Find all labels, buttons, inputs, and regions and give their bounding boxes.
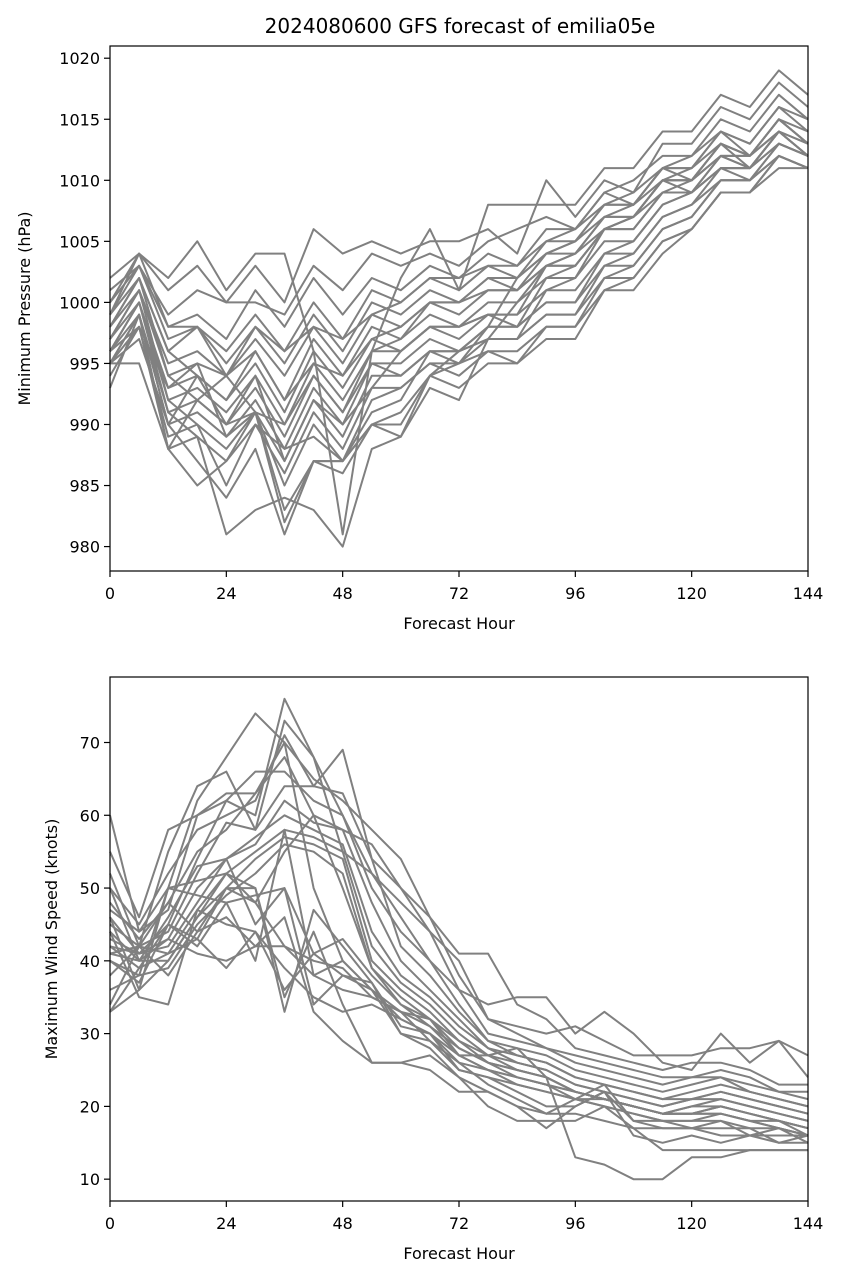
pressure-x-tick-label: 120 bbox=[676, 584, 707, 603]
wind-panel: 0 24 48 72 96 120 144 10 20 30 40 50 60 70 Forecast … bbox=[42, 676, 823, 1263]
wind-x-tick-label: 0 bbox=[105, 1214, 115, 1233]
pressure-x-axis-label: Forecast Hour bbox=[403, 614, 515, 633]
wind-series-line-17 bbox=[109, 930, 809, 1137]
wind-series-line-5 bbox=[109, 741, 808, 1093]
pressure-y-ticks: 980 985 990 995 1000 1005 1010 1015 1020 bbox=[59, 49, 110, 557]
pressure-x-tick-label: 96 bbox=[565, 584, 585, 603]
wind-y-tick-label: 10 bbox=[80, 1170, 100, 1189]
wind-series-lines bbox=[109, 697, 809, 1181]
pressure-y-tick-label: 1020 bbox=[59, 49, 100, 68]
wind-series-line-19 bbox=[109, 887, 809, 1144]
wind-series-line-1 bbox=[109, 712, 808, 1181]
wind-x-tick-label: 96 bbox=[565, 1214, 585, 1233]
pressure-y-axis-label: Minimum Pressure (hPa) bbox=[15, 212, 34, 406]
wind-series-line-8 bbox=[109, 785, 809, 1108]
wind-y-ticks: 10 20 30 40 50 60 70 bbox=[80, 734, 110, 1189]
pressure-y-tick-label: 995 bbox=[69, 354, 100, 373]
pressure-y-tick-label: 980 bbox=[69, 538, 100, 557]
wind-y-tick-label: 50 bbox=[80, 879, 100, 898]
wind-y-tick-label: 40 bbox=[80, 952, 100, 971]
pressure-series-lines bbox=[109, 69, 809, 548]
wind-x-tick-label: 24 bbox=[216, 1214, 236, 1233]
pressure-y-tick-label: 1000 bbox=[59, 293, 100, 312]
pressure-y-tick-label: 1015 bbox=[59, 110, 100, 129]
wind-x-axis-label: Forecast Hour bbox=[403, 1244, 515, 1263]
wind-y-tick-label: 20 bbox=[80, 1097, 100, 1116]
wind-x-tick-label: 48 bbox=[332, 1214, 352, 1233]
pressure-y-tick-label: 985 bbox=[69, 477, 100, 496]
wind-y-tick-label: 60 bbox=[80, 806, 100, 825]
pressure-x-tick-label: 0 bbox=[105, 584, 115, 603]
wind-y-axis-label: Maximum Wind Speed (knots) bbox=[42, 819, 61, 1060]
pressure-x-ticks: 0 24 48 72 96 120 144 bbox=[105, 571, 823, 603]
pressure-series-line-10 bbox=[109, 142, 809, 426]
pressure-x-tick-label: 144 bbox=[793, 584, 824, 603]
pressure-y-tick-label: 1005 bbox=[59, 232, 100, 251]
wind-series-line-4 bbox=[109, 734, 808, 1086]
pressure-y-tick-label: 990 bbox=[69, 415, 100, 434]
wind-x-tick-label: 144 bbox=[793, 1214, 824, 1233]
pressure-y-tick-label: 1010 bbox=[59, 171, 100, 190]
pressure-x-tick-label: 72 bbox=[449, 584, 469, 603]
pressure-series-line-16 bbox=[109, 167, 808, 511]
wind-series-line-6 bbox=[109, 756, 809, 1101]
wind-series-line-13 bbox=[109, 843, 809, 1130]
pressure-x-tick-label: 24 bbox=[216, 584, 236, 603]
wind-series-line-22 bbox=[109, 828, 808, 1144]
wind-plot-frame bbox=[109, 676, 809, 1202]
wind-series-line-7 bbox=[109, 770, 809, 1108]
chart-title: 2024080600 GFS forecast of emilia05e bbox=[265, 14, 656, 38]
wind-x-ticks: 0 24 48 72 96 120 144 bbox=[105, 1201, 823, 1233]
wind-series-line-18 bbox=[109, 908, 809, 1137]
pressure-panel: 2024080600 GFS forecast of emilia05e 0 24… bbox=[15, 14, 823, 633]
pressure-series-line-20 bbox=[109, 130, 809, 487]
wind-series-line-24 bbox=[109, 872, 809, 1137]
wind-y-tick-label: 70 bbox=[80, 734, 100, 753]
wind-x-tick-label: 120 bbox=[676, 1214, 707, 1233]
wind-x-tick-label: 72 bbox=[449, 1214, 469, 1233]
pressure-series-line-24 bbox=[110, 142, 809, 450]
wind-series-line-20 bbox=[109, 872, 809, 1144]
pressure-series-line-15 bbox=[109, 154, 809, 487]
pressure-series-line-18 bbox=[109, 118, 809, 536]
wind-y-tick-label: 30 bbox=[80, 1025, 100, 1044]
pressure-x-tick-label: 48 bbox=[332, 584, 352, 603]
